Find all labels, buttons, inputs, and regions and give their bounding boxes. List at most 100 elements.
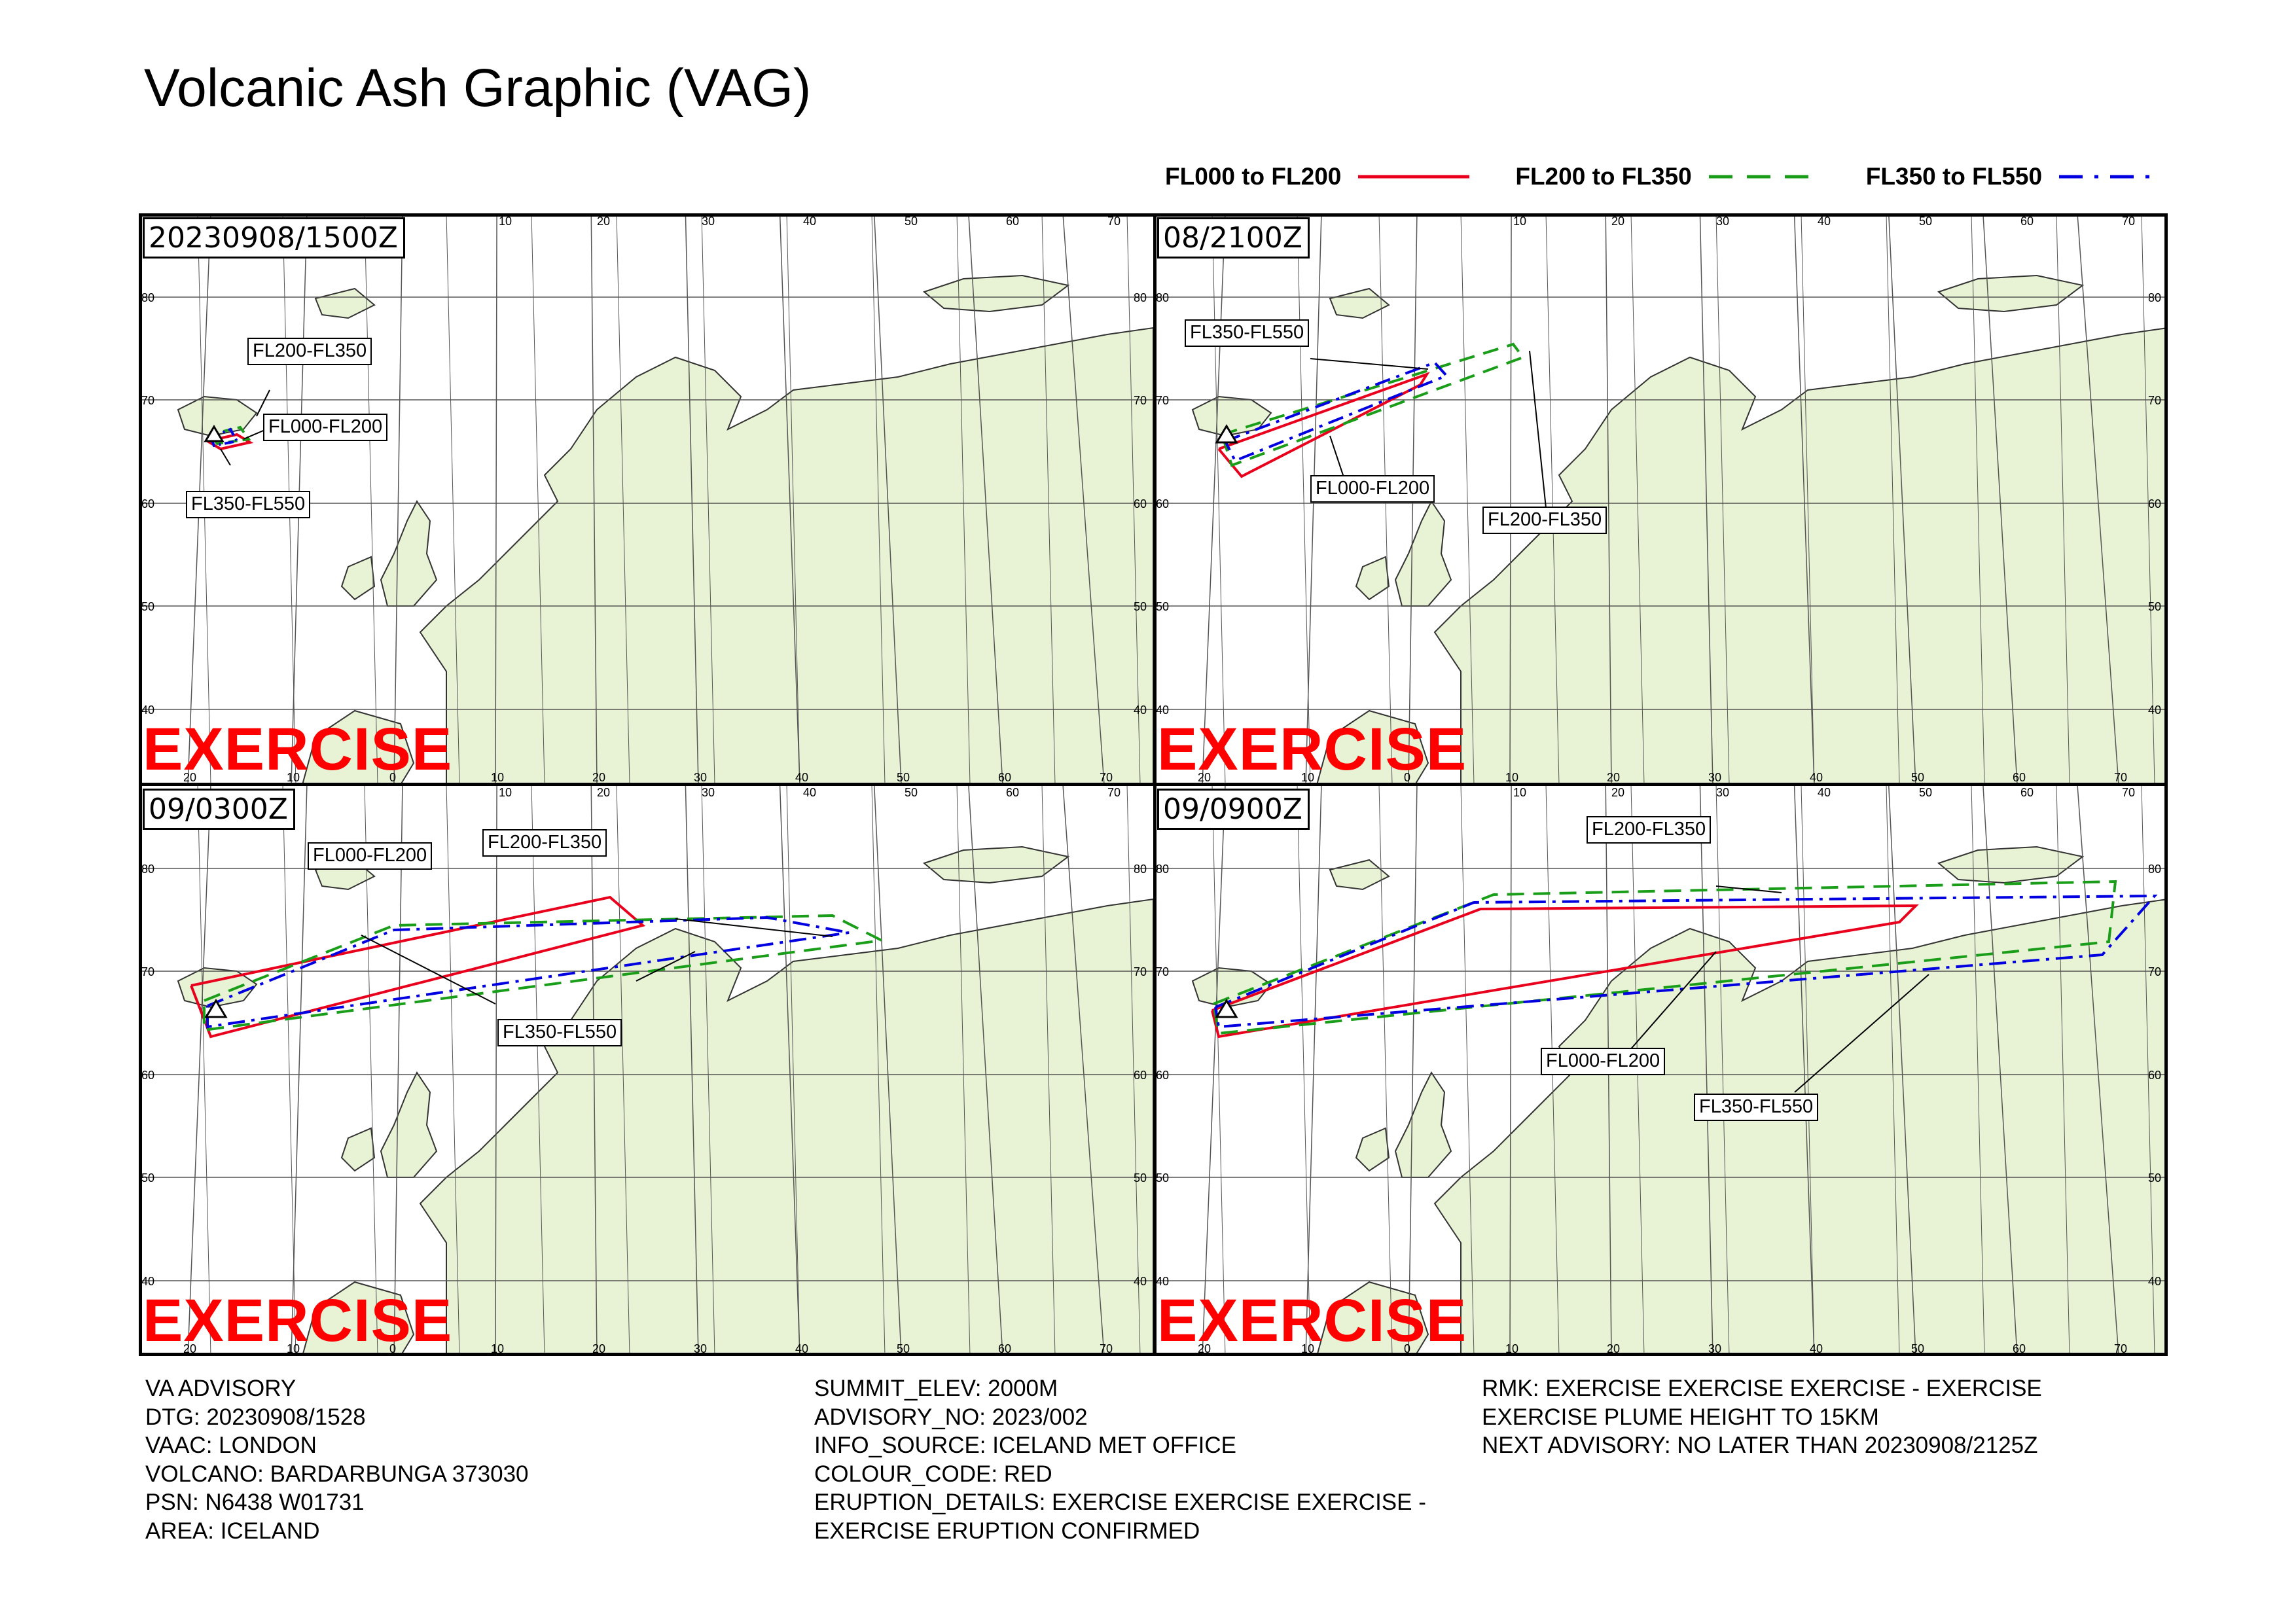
- callout-label: FL000-FL200: [263, 414, 388, 441]
- map-panel-3[interactable]: 80 80 70 70 60 60 50 50 40 40 10 20 30 40 50 60 70 20 10 0 1…: [139, 785, 1153, 1356]
- lat-label-left: 80: [1156, 291, 1169, 304]
- plume-fl000-fl200: [206, 433, 254, 451]
- lat-label-right: 50: [1134, 1171, 1147, 1185]
- volcano-icon: [204, 999, 228, 1018]
- lon-label-bottom: 0: [389, 771, 396, 784]
- map-panel-2[interactable]: 80 80 70 70 60 60 50 50 40 40 10 20 30 40 50 60 70 20 10 0 1…: [1153, 213, 2168, 785]
- legend-label: FL200 to FL350: [1515, 163, 1692, 190]
- plume-fl350-fl550: [209, 427, 240, 448]
- callout-label: FL200-FL350: [247, 338, 372, 365]
- lon-label-top: 10: [499, 786, 512, 799]
- lon-label-bottom: 40: [1810, 1342, 1823, 1355]
- lon-label-top: 60: [1006, 786, 1019, 799]
- lat-label-left: 40: [1156, 704, 1169, 717]
- lon-label-bottom: 60: [2013, 1342, 2026, 1355]
- lon-label-bottom: 20: [592, 771, 605, 784]
- ash-plume-layer: [1211, 880, 2158, 1093]
- lon-label-bottom: 10: [491, 1342, 504, 1355]
- advisory-line: ADVISORY_NO: 2023/002: [814, 1404, 1088, 1430]
- legend-line-dashed: [1708, 175, 1820, 179]
- exercise-watermark: EXERCISE: [1157, 1287, 1467, 1354]
- advisory-column-1: VA ADVISORY DTG: 20230908/1528 VAAC: LON…: [145, 1374, 529, 1545]
- panel-divider-horizontal: [139, 783, 2168, 786]
- lon-label-bottom: 20: [183, 771, 196, 784]
- callout-label: FL200-FL350: [482, 829, 607, 857]
- lon-label-top: 70: [2122, 786, 2135, 799]
- map-panel-4[interactable]: 80 80 70 70 60 60 50 50 40 40 10 20 30 40 50 60 70 20 10 0 1…: [1153, 785, 2168, 1356]
- advisory-line: EXERCISE PLUME HEIGHT TO 15KM: [1482, 1404, 1879, 1430]
- map-grid: 80 80 70 70 60 60 50 50 40 40 10 20 30 40 50 60 70 20 10 0 1…: [139, 213, 2168, 1356]
- page-title: Volcanic Ash Graphic (VAG): [144, 58, 812, 118]
- legend-label: FL000 to FL200: [1165, 163, 1342, 190]
- legend-line-solid: [1358, 175, 1470, 179]
- panel-time: 09/0300Z: [143, 789, 295, 830]
- lat-label-right: 60: [2148, 1069, 2161, 1082]
- lat-label-right: 60: [2148, 497, 2161, 510]
- lon-label-bottom: 60: [998, 771, 1011, 784]
- map-base: 80 80 70 70 60 60 50 50 40 40 10 20 30 40 50 60 70 20 10 0 1…: [139, 213, 1153, 785]
- lon-label-bottom: 10: [1505, 1342, 1518, 1355]
- lon-label-top: 30: [702, 215, 715, 228]
- lat-label-right: 60: [1134, 1069, 1147, 1082]
- plume-fl000-fl200: [190, 895, 646, 1039]
- lon-label-top: 20: [597, 215, 610, 228]
- lon-label-bottom: 0: [1404, 771, 1410, 784]
- lat-label-right: 70: [1134, 965, 1147, 978]
- advisory-column-2: SUMMIT_ELEV: 2000M ADVISORY_NO: 2023/002…: [814, 1374, 1426, 1545]
- lon-label-top: 70: [2122, 215, 2135, 228]
- advisory-line: INFO_SOURCE: ICELAND MET OFFICE: [814, 1433, 1236, 1458]
- lon-label-bottom: 20: [592, 1342, 605, 1355]
- lon-label-top: 60: [2020, 215, 2034, 228]
- plume-fl350-fl550: [206, 916, 850, 1029]
- lat-label-right: 80: [2148, 863, 2161, 876]
- ash-plume-layer: [1215, 342, 1547, 508]
- lat-label-right: 80: [2148, 291, 2161, 304]
- map-panel-1[interactable]: 80 80 70 70 60 60 50 50 40 40 10 20 30 40 50 60 70 20 10 0 1…: [139, 213, 1153, 785]
- lat-label-left: 50: [1156, 1171, 1169, 1185]
- plume-fl350-fl550: [1224, 361, 1449, 463]
- lon-label-top: 50: [905, 786, 918, 799]
- panel-time: 08/2100Z: [1157, 217, 1310, 259]
- volcano-icon: [1215, 999, 1238, 1018]
- lon-label-bottom: 40: [1810, 771, 1823, 784]
- lat-label-left: 40: [141, 1275, 154, 1288]
- lon-label-bottom: 0: [389, 1342, 396, 1355]
- callout-label: FL350-FL550: [186, 491, 311, 518]
- lon-label-bottom: 50: [897, 1342, 910, 1355]
- lon-label-top: 10: [1513, 215, 1526, 228]
- lon-label-bottom: 10: [287, 771, 300, 784]
- lon-label-top: 40: [803, 786, 816, 799]
- map-base: 80 80 70 70 60 60 50 50 40 40 10 20 30 40 50 60 70 20 10 0 1…: [1153, 213, 2168, 785]
- lon-label-top: 30: [702, 786, 715, 799]
- lat-label-right: 80: [1134, 291, 1147, 304]
- lon-label-bottom: 30: [694, 1342, 707, 1355]
- lat-label-right: 40: [2148, 1275, 2161, 1288]
- lon-label-top: 20: [1611, 215, 1624, 228]
- callout-label: FL350-FL550: [1694, 1094, 1819, 1121]
- lon-label-bottom: 20: [1198, 1342, 1211, 1355]
- lon-label-bottom: 10: [287, 1342, 300, 1355]
- lon-label-bottom: 20: [183, 1342, 196, 1355]
- lat-label-right: 40: [2148, 704, 2161, 717]
- lon-label-bottom: 60: [998, 1342, 1011, 1355]
- lat-label-left: 60: [141, 497, 154, 510]
- lon-label-top: 60: [1006, 215, 1019, 228]
- lat-label-left: 80: [141, 863, 154, 876]
- lon-label-top: 20: [1611, 786, 1624, 799]
- lon-label-top: 10: [1513, 786, 1526, 799]
- plume-fl350-fl550: [1214, 894, 2158, 1029]
- lon-label-bottom: 50: [897, 771, 910, 784]
- panel-time: 20230908/1500Z: [143, 217, 405, 259]
- lat-label-left: 50: [141, 1171, 154, 1185]
- lon-label-bottom: 50: [1911, 771, 1924, 784]
- lon-label-top: 10: [499, 215, 512, 228]
- callout-label: FL000-FL200: [1310, 475, 1435, 503]
- exercise-watermark: EXERCISE: [143, 716, 453, 783]
- lon-label-bottom: 40: [795, 771, 808, 784]
- lon-label-bottom: 20: [1607, 1342, 1620, 1355]
- ash-plume-layer: [204, 389, 270, 466]
- lon-label-bottom: 30: [1708, 771, 1721, 784]
- legend-item-fl200-fl350: FL200 to FL350: [1515, 163, 1820, 190]
- exercise-watermark: EXERCISE: [143, 1287, 453, 1354]
- lon-label-bottom: 40: [795, 1342, 808, 1355]
